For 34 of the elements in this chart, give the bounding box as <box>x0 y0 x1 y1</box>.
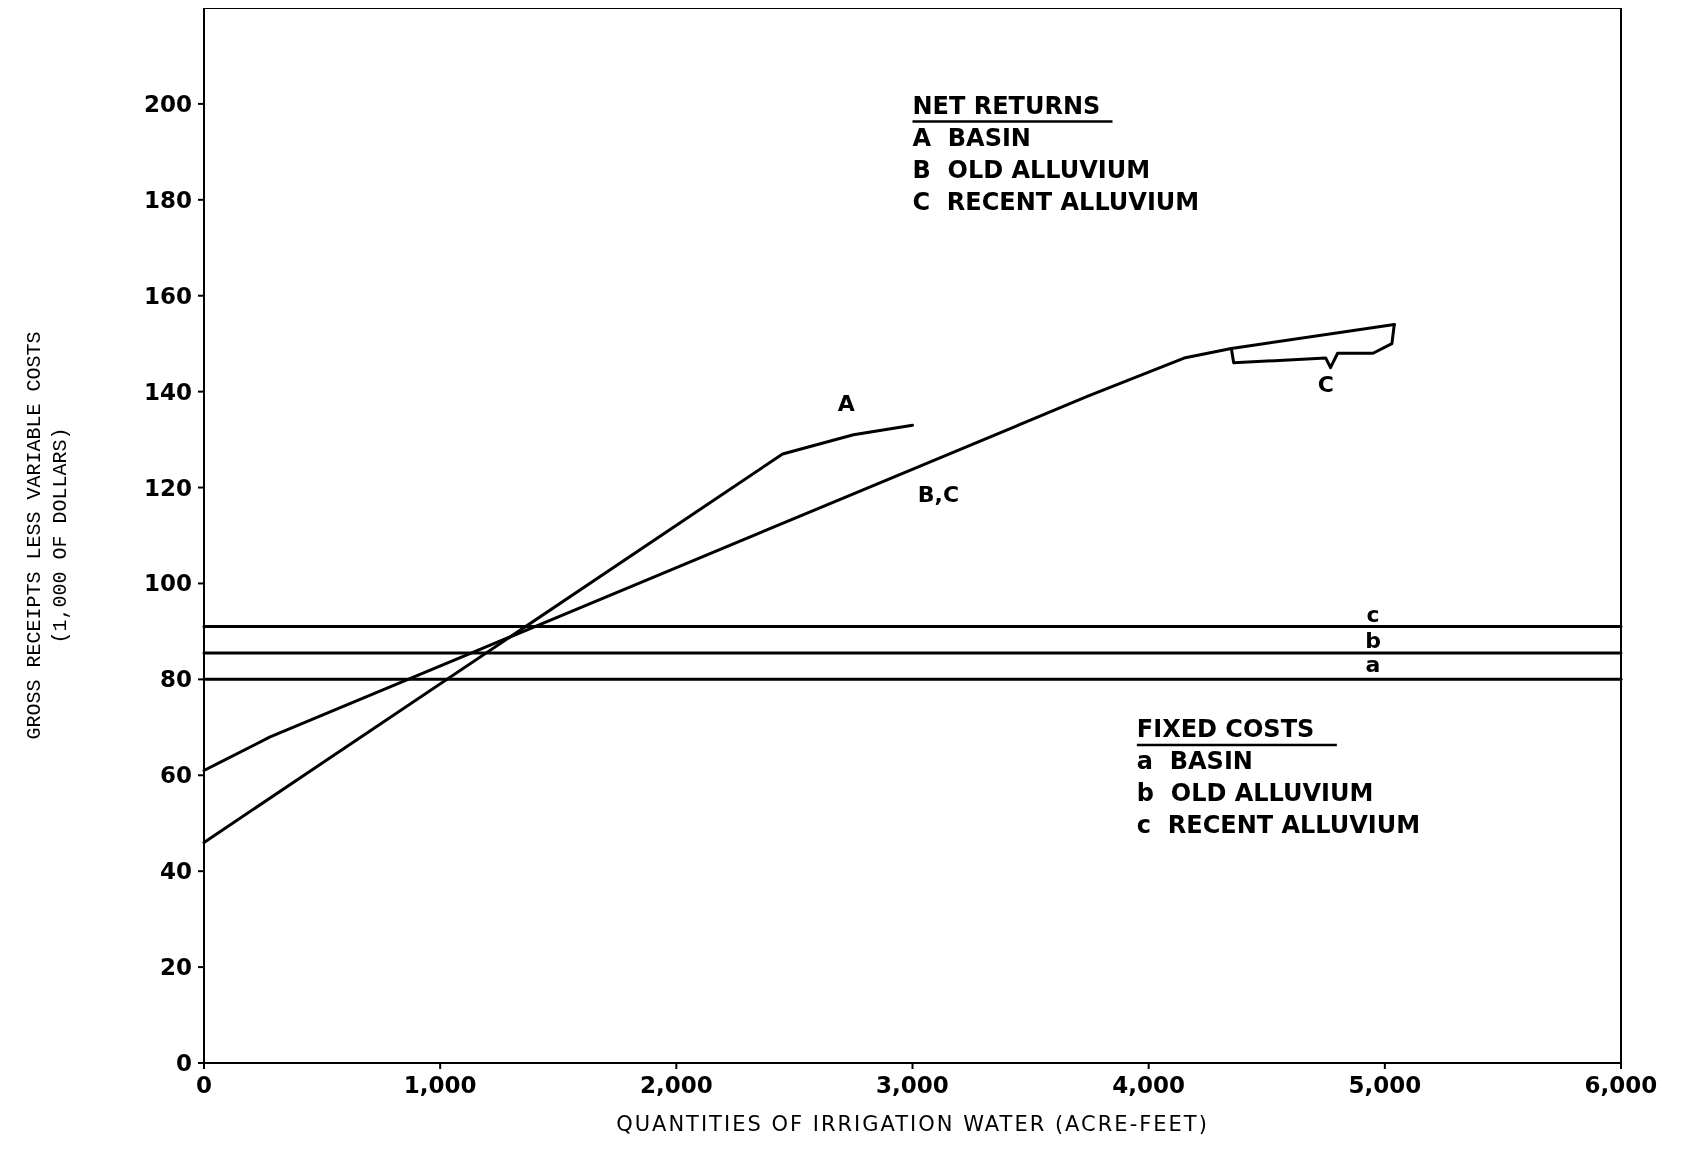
annotation: FIXED COSTS <box>1136 714 1315 743</box>
y-tick-label: 140 <box>143 378 192 405</box>
y-tick-label: 80 <box>159 666 192 693</box>
annotation: c <box>1366 601 1380 627</box>
y-axis-title: GROSS RECEIPTS LESS VARIABLE COSTS (1,000 OF DOLLARS) <box>23 331 72 740</box>
annotation: B,C <box>917 481 960 507</box>
x-tick-label: 0 <box>195 1072 213 1098</box>
annotation: B OLD ALLUVIUM <box>912 155 1151 184</box>
y-tick-label: 60 <box>159 762 192 789</box>
y-tick-label: 40 <box>159 858 192 885</box>
x-tick-label: 4,000 <box>1112 1072 1186 1098</box>
x-tick-label: 3,000 <box>876 1072 949 1098</box>
annotation: A <box>837 390 855 416</box>
x-tick-label: 2,000 <box>639 1072 713 1098</box>
x-tick-label: 5,000 <box>1348 1072 1422 1098</box>
x-tick-label: 1,000 <box>403 1072 477 1098</box>
annotation: a <box>1365 652 1381 678</box>
annotation: b <box>1365 628 1381 654</box>
annotation: b OLD ALLUVIUM <box>1136 778 1374 807</box>
x-axis-title: QUANTITIES OF IRRIGATION WATER (ACRE-FEET) <box>616 1112 1209 1136</box>
annotation: NET RETURNS <box>912 91 1101 120</box>
x-tick-label: 6,000 <box>1584 1072 1658 1098</box>
y-tick-label: 20 <box>159 954 192 981</box>
y-tick-label: 180 <box>143 186 192 213</box>
y-tick-label: 200 <box>143 90 192 117</box>
annotation: A BASIN <box>912 123 1031 152</box>
annotation: C RECENT ALLUVIUM <box>912 187 1200 216</box>
y-tick-label: 100 <box>143 570 192 597</box>
y-tick-label: 0 <box>175 1050 192 1076</box>
annotation: C <box>1317 371 1334 397</box>
annotation: c RECENT ALLUVIUM <box>1136 810 1421 839</box>
annotation: a BASIN <box>1136 746 1253 775</box>
y-tick-label: 160 <box>143 282 192 309</box>
y-tick-label: 120 <box>143 474 192 501</box>
